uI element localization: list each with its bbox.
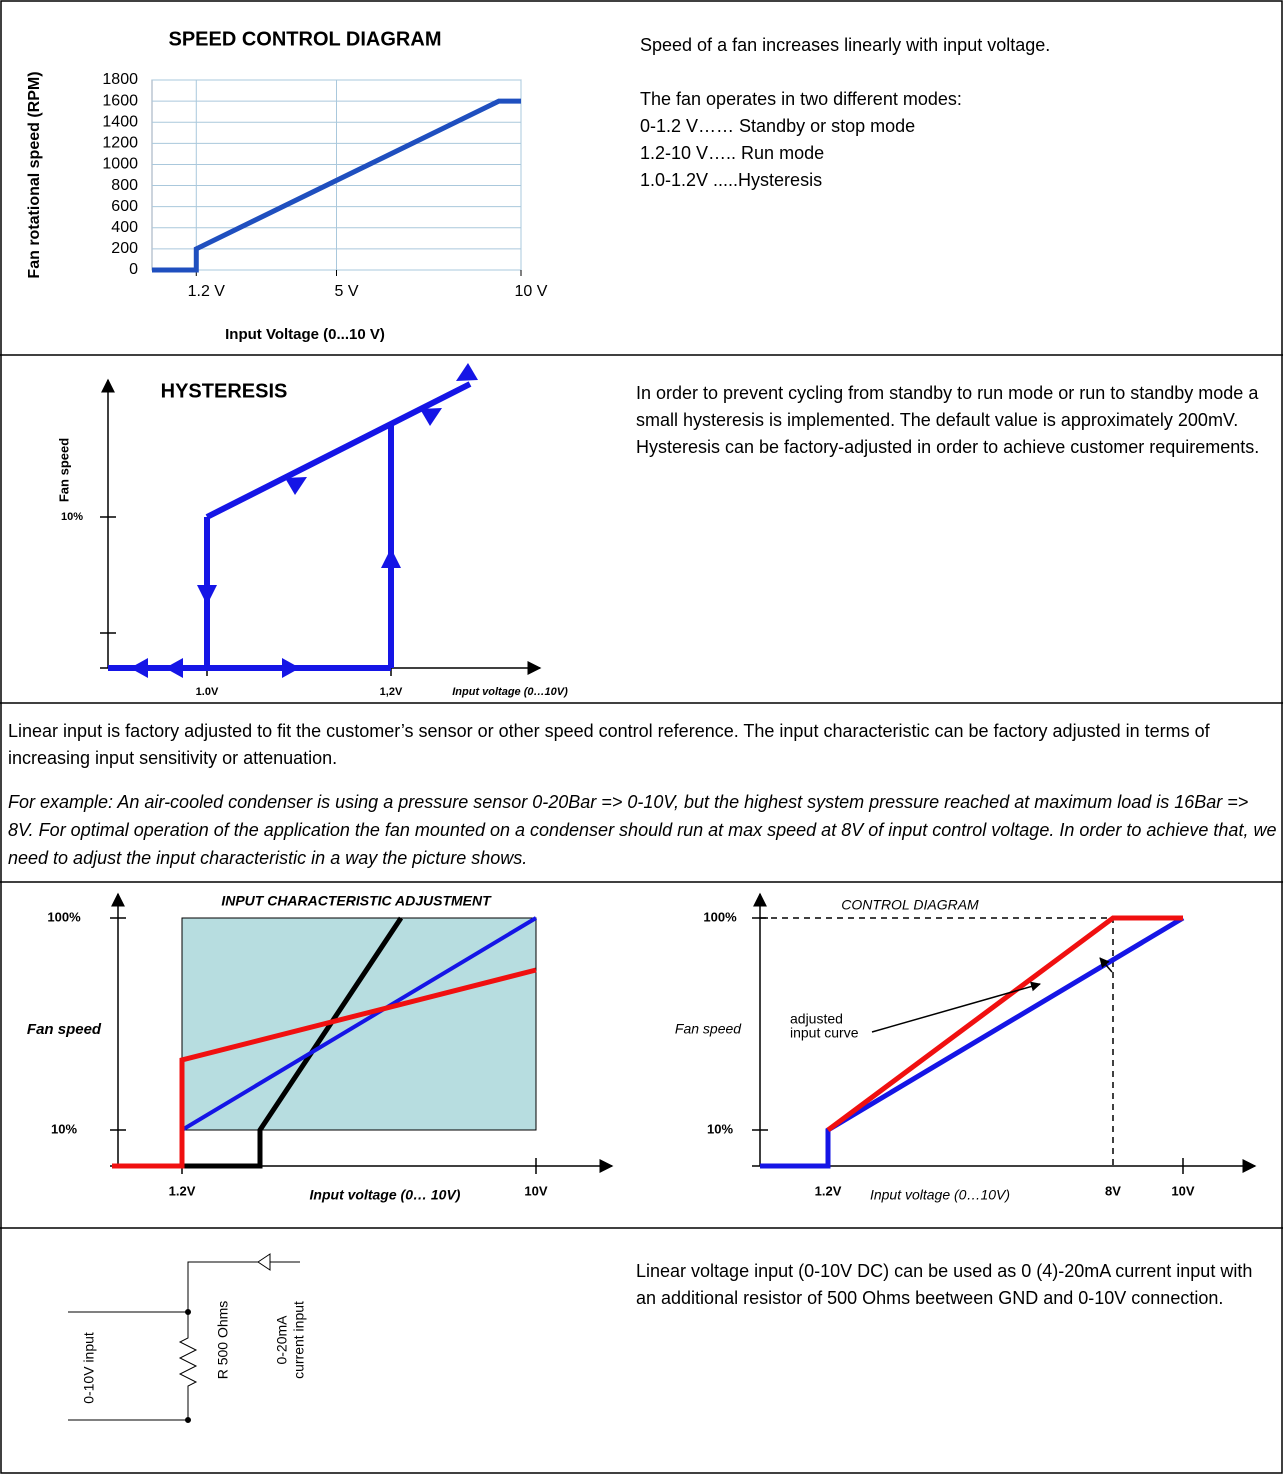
y-axis-label: Fan speed: [27, 1021, 102, 1038]
x-axis-label: Input Voltage (0...10 V): [225, 326, 385, 343]
circuit-label: 0-10V input: [81, 1332, 97, 1404]
text-line: 1.2-10 V….. Run mode: [640, 143, 825, 163]
data-line: [152, 98, 521, 273]
diagram-title: HYSTERESIS: [161, 380, 288, 402]
annotation: adjusted: [790, 1011, 843, 1027]
hysteresis-text: In order to prevent cycling from standby…: [636, 380, 1266, 461]
speed-text: Speed of a fan increases linearly with i…: [640, 32, 1260, 194]
y-tick-label: 600: [111, 198, 138, 215]
diagram-title: CONTROL DIAGRAM: [841, 897, 979, 913]
x-tick-label: 10V: [524, 1183, 547, 1198]
y-tick-label: 10%: [707, 1121, 733, 1136]
x-tick-label: 1.0V: [196, 686, 219, 698]
paragraph: For example: An air-cooled condenser is …: [8, 792, 1277, 868]
x-tick-label: 1.2V: [169, 1183, 196, 1198]
text-line: Speed of a fan increases linearly with i…: [640, 35, 1051, 55]
y-tick-label: 400: [111, 219, 138, 236]
y-tick-label: 100%: [47, 909, 81, 924]
circuit-label: current input: [291, 1301, 307, 1379]
linear-input-text: Linear input is factory adjusted to fit …: [8, 718, 1278, 872]
y-tick-label: 1200: [102, 135, 138, 152]
speed-chart: SPEED CONTROL DIAGRAM Fan rotational spe…: [26, 28, 548, 343]
hysteresis-diagram: HYSTERESIS Fan speed 10% 1.0V 1,2V Input…: [56, 363, 568, 698]
text-line: 1.0-1.2V .....Hysteresis: [640, 170, 823, 190]
x-tick-label: 10V: [1171, 1183, 1194, 1198]
y-axis-label: Fan speed: [56, 438, 71, 502]
y-axis-label: Fan rotational speed (RPM): [26, 71, 43, 278]
annotation: input curve: [790, 1025, 859, 1041]
y-axis-label: Fan speed: [675, 1021, 742, 1037]
y-tick-label: 10%: [61, 511, 83, 523]
y-tick-label: 1000: [102, 156, 138, 173]
x-tick-label: 10 V: [515, 283, 548, 300]
y-tick-label: 1600: [102, 92, 138, 109]
input-adjustment-diagram: INPUT CHARACTERISTIC ADJUSTMENT 100% 10%…: [27, 892, 614, 1203]
x-tick-label: 1.2 V: [188, 283, 226, 300]
circuit-label: 0-20mA: [274, 1315, 290, 1365]
y-tick-label: 100%: [703, 909, 737, 924]
diagram-title: INPUT CHARACTERISTIC ADJUSTMENT: [221, 893, 492, 909]
control-diagram: CONTROL DIAGRAM 100% 10% Fan speed adjus…: [675, 892, 1257, 1203]
paragraph: Linear voltage input (0-10V DC) can be u…: [636, 1261, 1253, 1308]
circuit-label: R 500 Ohms: [215, 1301, 231, 1380]
y-tick-label: 1800: [102, 71, 138, 88]
paragraph: Linear input is factory adjusted to fit …: [8, 721, 1210, 768]
paragraph: In order to prevent cycling from standby…: [636, 383, 1259, 430]
y-tick-label: 200: [111, 240, 138, 257]
current-input-text: Linear voltage input (0-10V DC) can be u…: [636, 1258, 1266, 1312]
x-tick-label: 8V: [1105, 1183, 1121, 1198]
x-axis-label: Input voltage (0… 10V): [310, 1187, 461, 1203]
y-tick-label: 0: [129, 261, 138, 278]
chart-title: SPEED CONTROL DIAGRAM: [169, 28, 442, 50]
paragraph: Hysteresis can be factory-adjusted in or…: [636, 437, 1260, 457]
text-line: The fan operates in two different modes:: [640, 89, 962, 109]
x-tick-label: 5 V: [334, 283, 358, 300]
x-tick-label: 1,2V: [380, 686, 403, 698]
y-tick-label: 800: [111, 177, 138, 194]
y-tick-label: 10%: [51, 1121, 77, 1136]
x-axis-label: Input voltage (0…10V): [870, 1187, 1010, 1203]
x-axis-label: Input voltage (0…10V): [452, 686, 568, 698]
x-tick-label: 1.2V: [815, 1183, 842, 1198]
circuit-diagram: 0-10V input R 500 Ohms 0-20mA current in…: [68, 1253, 307, 1423]
y-tick-label: 1400: [102, 113, 138, 130]
text-line: 0-1.2 V…… Standby or stop mode: [640, 116, 916, 136]
